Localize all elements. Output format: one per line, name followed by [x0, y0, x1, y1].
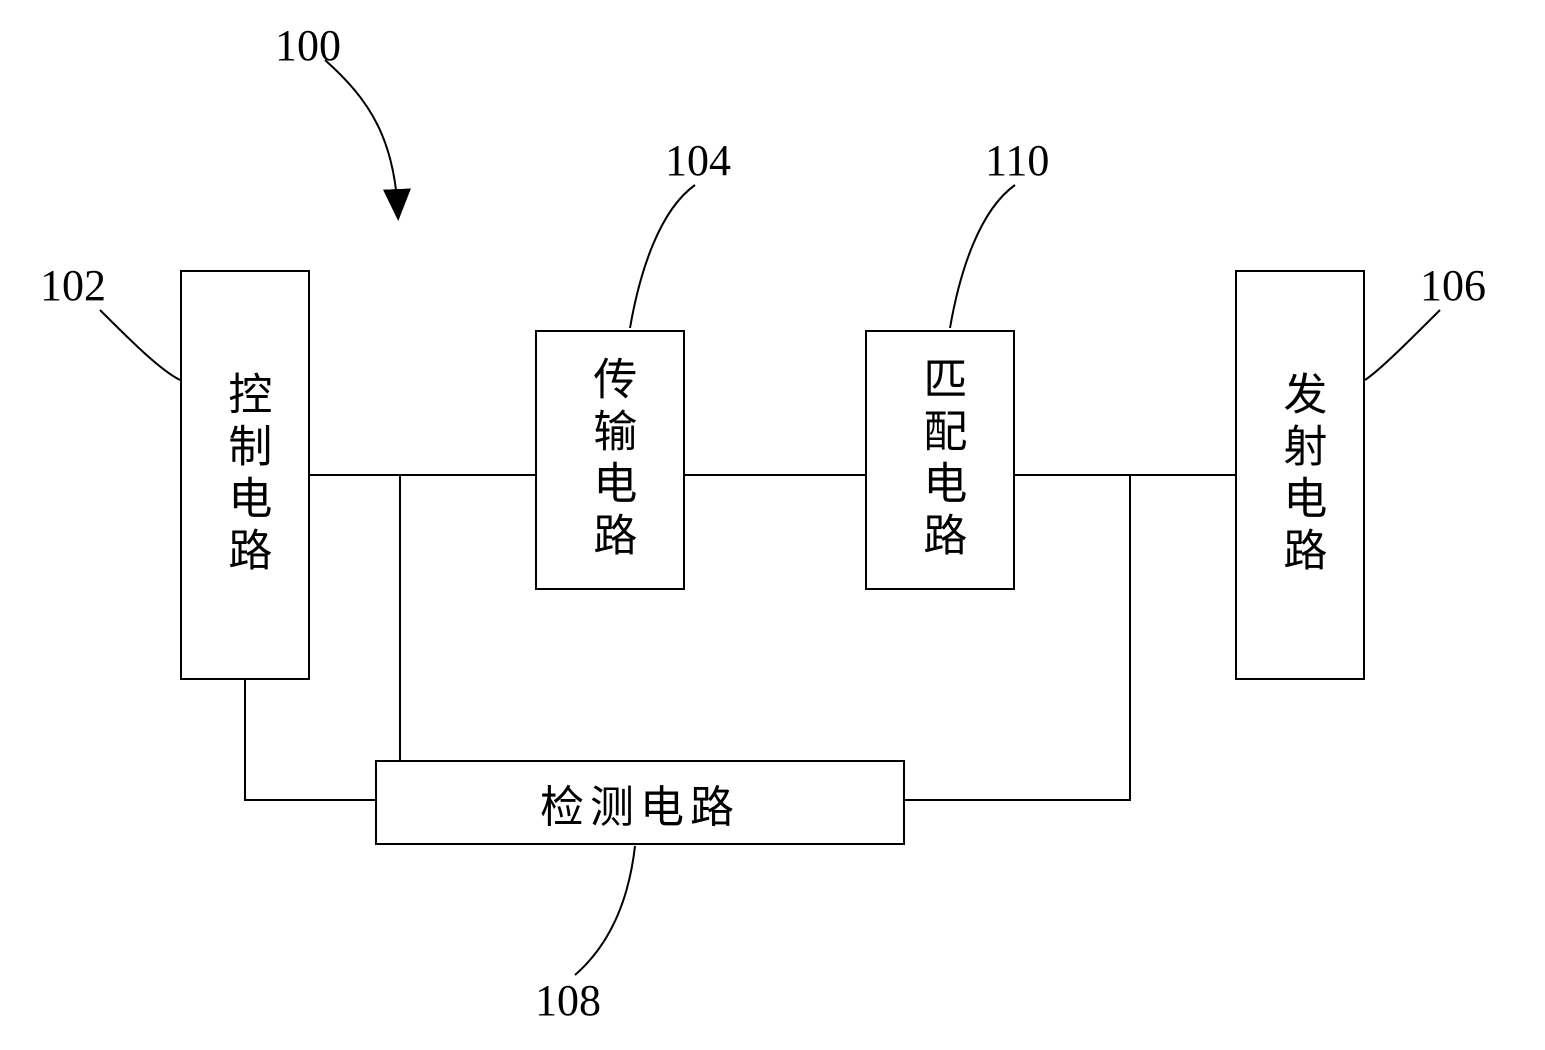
ref-label-108: 108 — [535, 975, 601, 1026]
block-label: 检测电路 — [540, 771, 740, 835]
leader-104 — [630, 185, 695, 328]
block-transmission-circuit: 传输电路 — [535, 330, 685, 590]
ref-label-100: 100 — [275, 20, 341, 71]
ref-label-102: 102 — [40, 260, 106, 311]
block-detection-circuit: 检测电路 — [375, 760, 905, 845]
leader-102 — [100, 310, 180, 380]
leader-110 — [950, 185, 1015, 328]
leader-100 — [325, 60, 398, 215]
block-label: 传输电路 — [584, 356, 637, 564]
ref-label-104: 104 — [665, 135, 731, 186]
block-label: 控制电路 — [219, 371, 272, 579]
block-label: 发射电路 — [1274, 371, 1327, 579]
ref-label-106: 106 — [1420, 260, 1486, 311]
leader-108 — [575, 846, 635, 975]
block-control-circuit: 控制电路 — [180, 270, 310, 680]
leader-106 — [1365, 310, 1440, 380]
ref-label-110: 110 — [985, 135, 1049, 186]
block-diagram: 控制电路 传输电路 匹配电路 发射电路 检测电路 100 102 104 110… — [0, 0, 1545, 1050]
edge-102-108 — [245, 680, 375, 800]
block-emission-circuit: 发射电路 — [1235, 270, 1365, 680]
block-label: 匹配电路 — [914, 356, 967, 564]
block-matching-circuit: 匹配电路 — [865, 330, 1015, 590]
